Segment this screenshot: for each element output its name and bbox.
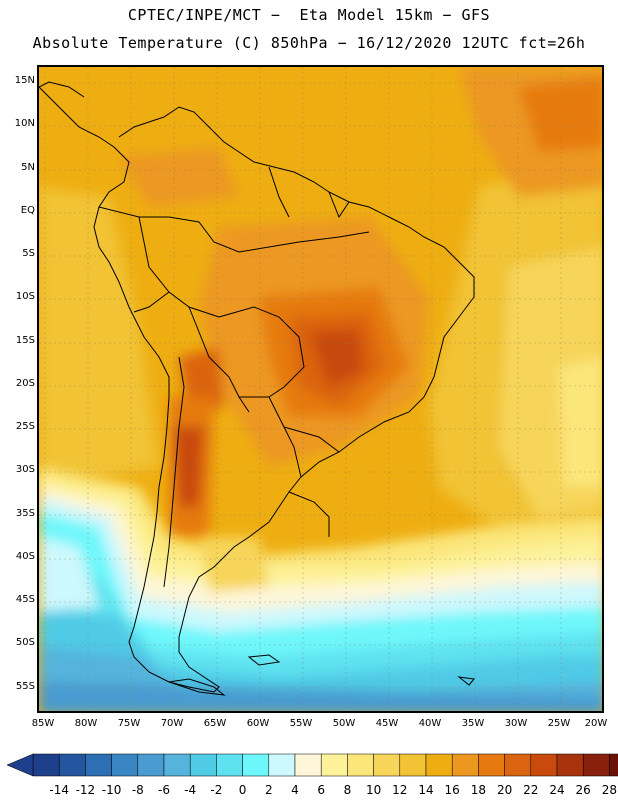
colorbar-cell (242, 753, 270, 777)
colorbar-cell (216, 753, 243, 777)
lat-label: 25S (15, 421, 35, 432)
colorbar-label: 0 (238, 783, 247, 797)
lat-label: 10S (15, 291, 35, 302)
lat-label: 5S (22, 248, 35, 259)
lon-label: 45W (375, 718, 399, 729)
map-subtitle: Absolute Temperature (C) 850hPa − 16/12/… (32, 34, 586, 52)
lat-label: 10N (14, 118, 35, 129)
colorbar-cell (320, 753, 348, 777)
lon-label: 35W (461, 718, 485, 729)
colorbar-cell (556, 753, 584, 777)
colorbar-label: 26 (575, 783, 591, 797)
colorbar-label: 16 (444, 783, 460, 797)
lat-label: 35S (15, 508, 35, 519)
colorbar-cell (504, 753, 532, 777)
colorbar-cell (373, 753, 401, 777)
lon-label: 30W (504, 718, 528, 729)
temperature-map (37, 65, 604, 713)
colorbar-cell (451, 753, 479, 777)
colorbar-label: 2 (264, 783, 273, 797)
colorbar-label: 20 (496, 783, 513, 797)
colorbar-label: -14 (49, 783, 69, 797)
lon-label: 65W (203, 718, 227, 729)
colorbar-label: 24 (549, 783, 565, 797)
colorbar-cell (294, 753, 322, 777)
colorbar-cell (425, 753, 453, 777)
lat-label: 5N (21, 162, 35, 173)
colorbar-label: 4 (291, 783, 299, 797)
lon-label: 80W (74, 718, 98, 729)
lat-label: 15S (15, 335, 35, 346)
lat-label: 15N (14, 75, 35, 86)
colorbar-label: -12 (75, 783, 96, 797)
lat-label: 30S (15, 464, 35, 475)
lat-label: EQ (20, 205, 35, 216)
colorbar-label: 14 (418, 783, 434, 797)
lon-label: 60W (246, 718, 270, 729)
temperature-field (39, 67, 602, 711)
lat-label: 40S (15, 551, 35, 562)
coastline-outline (39, 81, 475, 696)
colorbar-cell (111, 753, 139, 777)
lon-label: 75W (117, 718, 141, 729)
lon-label: 50W (332, 718, 356, 729)
colorbar-cell (347, 753, 374, 777)
lon-label: 85W (31, 718, 55, 729)
lat-label: 50S (15, 637, 35, 648)
colorbar-label: 8 (343, 783, 352, 797)
map-title: CPTEC/INPE/MCT − Eta Model 15km − GFS (127, 6, 491, 24)
colorbar-cell (609, 753, 618, 777)
colorbar-label: 22 (523, 783, 539, 797)
colorbar-cell (58, 753, 86, 777)
lat-label: 55S (15, 681, 35, 692)
colorbar-cell (478, 753, 505, 777)
colorbar-label: 6 (317, 783, 325, 797)
colorbar-label: 18 (470, 783, 487, 797)
colorbar-min-arrow (6, 753, 34, 777)
colorbar-label: 12 (392, 783, 408, 797)
lat-label: 20S (15, 378, 35, 389)
colorbar-cell (530, 753, 558, 777)
colorbar-cell (268, 753, 296, 777)
colorbar-cell (189, 753, 217, 777)
colorbar-cell (399, 753, 427, 777)
lon-label: 55W (289, 718, 313, 729)
colorbar-cell (137, 753, 165, 777)
lon-label: 25W (547, 718, 571, 729)
colorbar-label: -4 (184, 783, 197, 797)
colorbar-label: -6 (158, 783, 170, 797)
lon-label: 40W (418, 718, 442, 729)
colorbar-cell (582, 753, 610, 777)
colorbar-cell (32, 753, 60, 777)
colorbar-label: 10 (365, 783, 382, 797)
colorbar-label: -2 (210, 783, 223, 797)
lat-label: 45S (15, 594, 35, 605)
colorbar-label: -10 (101, 783, 122, 797)
colorbar-label: -8 (131, 783, 144, 797)
color-scale-bar (6, 753, 618, 777)
lon-label: 20W (584, 718, 608, 729)
lon-label: 70W (160, 718, 184, 729)
colorbar-label: 28 (601, 783, 618, 797)
colorbar-cell (163, 753, 191, 777)
colorbar-cell (85, 753, 112, 777)
